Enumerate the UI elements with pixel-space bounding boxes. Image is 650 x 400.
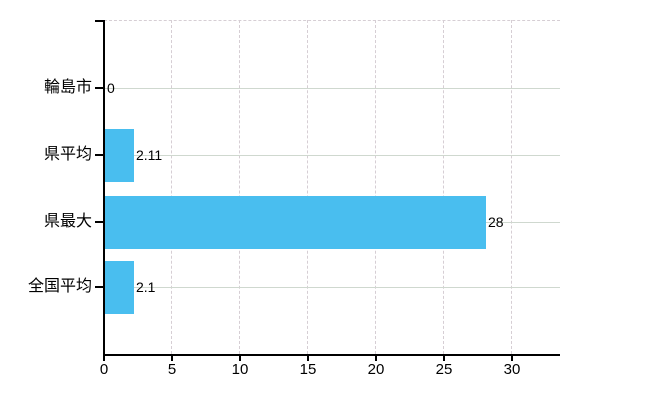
category-label: 県平均: [43, 146, 92, 163]
gridline-vertical: [307, 20, 308, 354]
x-axis-line: [103, 354, 560, 356]
x-tick: [511, 356, 513, 361]
x-tick-label: 0: [99, 361, 109, 378]
x-tick: [443, 356, 445, 361]
category-label: 輪島市: [43, 79, 92, 96]
gridline-horizontal: [105, 155, 560, 156]
gridline-vertical: [443, 20, 444, 354]
gridline-vertical: [511, 20, 512, 354]
gridline-horizontal: [105, 88, 560, 89]
category-tick: [95, 286, 103, 288]
bar-value-label: 2.11: [136, 147, 163, 163]
gridline-top: [104, 20, 560, 21]
x-tick: [307, 356, 309, 361]
y-axis-line: [103, 20, 105, 356]
bar: [105, 129, 134, 182]
x-tick-label: 15: [299, 361, 317, 378]
x-tick-label: 5: [167, 361, 177, 378]
bar-value-label: 28: [488, 214, 504, 230]
category-tick: [95, 221, 103, 223]
gridline-vertical: [375, 20, 376, 354]
gridline-vertical: [171, 20, 172, 354]
category-label: 全国平均: [27, 278, 92, 295]
category-tick: [95, 87, 103, 89]
category-label: 県最大: [43, 213, 92, 230]
gridline-vertical: [239, 20, 240, 354]
bar-value-label: 2.1: [136, 279, 156, 295]
x-tick: [375, 356, 377, 361]
bar-value-label: 0: [107, 80, 115, 96]
x-tick-label: 10: [231, 361, 249, 378]
x-tick: [171, 356, 173, 361]
category-tick: [95, 154, 103, 156]
x-tick: [239, 356, 241, 361]
gridline-horizontal: [105, 287, 560, 288]
y-axis-top-tick: [95, 20, 103, 22]
bar: [105, 261, 134, 314]
bar: [105, 196, 486, 249]
x-tick: [103, 356, 105, 361]
x-tick-label: 20: [367, 361, 385, 378]
x-tick-label: 30: [503, 361, 521, 378]
x-tick-label: 25: [435, 361, 453, 378]
